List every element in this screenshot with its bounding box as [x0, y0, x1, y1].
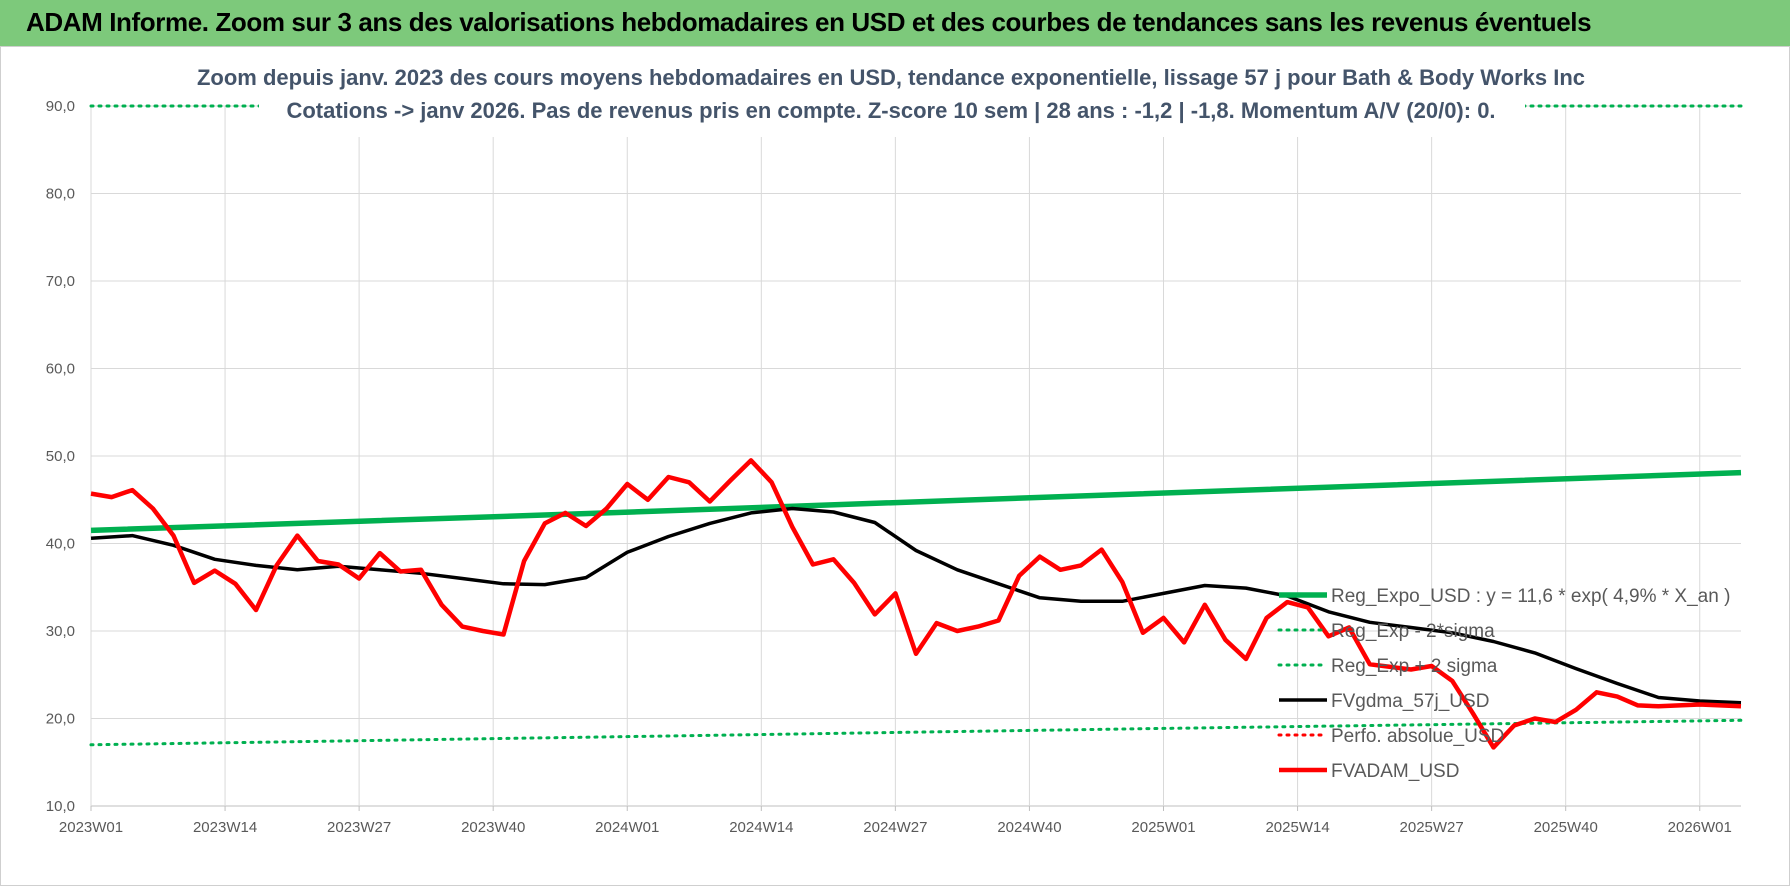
legend-label: Reg_Expo_USD : y = 11,6 * exp( 4,9% * X_…: [1331, 586, 1730, 607]
y-tick-label: 60,0: [46, 361, 75, 378]
legend-label: FVADAM_USD: [1331, 761, 1459, 782]
chart-subtitle: Cotations -> janv 2026. Pas de revenus p…: [286, 98, 1495, 123]
legend-label: Perfo. absolue_USD: [1331, 726, 1504, 747]
x-tick-label: 2025W40: [1534, 819, 1598, 836]
x-tick-label: 2023W40: [461, 819, 525, 836]
x-tick-label: 2024W40: [997, 819, 1061, 836]
legend-label: Reg_Exp - 2*sigma: [1331, 621, 1495, 642]
y-tick-label: 70,0: [46, 273, 75, 290]
chart-canvas: 10,0 20,0 30,0 40,0 50,0 60,0 70,0 80,0 90,0 2023…: [46, 57, 1743, 836]
x-tick-label: 2023W27: [327, 819, 391, 836]
x-tick-label: 2023W14: [193, 819, 257, 836]
y-tick-label: 90,0: [46, 98, 75, 115]
report-banner: ADAM Informe. Zoom sur 3 ans des valoris…: [0, 0, 1790, 46]
chart-title: Zoom depuis janv. 2023 des cours moyens …: [197, 65, 1585, 90]
y-tick-label: 30,0: [46, 623, 75, 640]
y-tick-label: 40,0: [46, 536, 75, 553]
grid-lines: [90, 105, 1741, 811]
reg-plus-2sigma-line: [89, 718, 1743, 747]
x-tick-label: 2024W01: [595, 819, 659, 836]
chart-legend: Reg_Expo_USD : y = 11,6 * exp( 4,9% * X_…: [1277, 586, 1730, 782]
y-tick-label: 80,0: [46, 186, 75, 203]
x-tick-label: 2023W01: [59, 819, 123, 836]
legend-label: Reg_Exp + 2 sigma: [1331, 656, 1498, 677]
x-tick-label: 2024W27: [863, 819, 927, 836]
legend-label: FVgdma_57j_USD: [1331, 691, 1489, 712]
subtitle-background: [259, 57, 1525, 137]
x-tick-label: 2024W14: [729, 819, 793, 836]
x-tick-label: 2025W01: [1131, 819, 1195, 836]
x-tick-label: 2025W14: [1265, 819, 1329, 836]
x-tick-label: 2025W27: [1400, 819, 1464, 836]
y-tick-label: 20,0: [46, 711, 75, 728]
y-tick-label: 10,0: [46, 798, 75, 815]
report-title: ADAM Informe. Zoom sur 3 ans des valoris…: [26, 7, 1592, 37]
series-lines: [89, 104, 1743, 750]
fvadam-line: [90, 458, 1742, 750]
y-tick-label: 50,0: [46, 448, 75, 465]
reg-expo-line: [90, 469, 1742, 534]
x-tick-label: 2026W01: [1668, 819, 1732, 836]
chart-frame: 10,0 20,0 30,0 40,0 50,0 60,0 70,0 80,0 90,0 2023…: [0, 46, 1790, 886]
axis-ticks: 10,0 20,0 30,0 40,0 50,0 60,0 70,0 80,0 90,0 2023…: [46, 98, 1732, 836]
